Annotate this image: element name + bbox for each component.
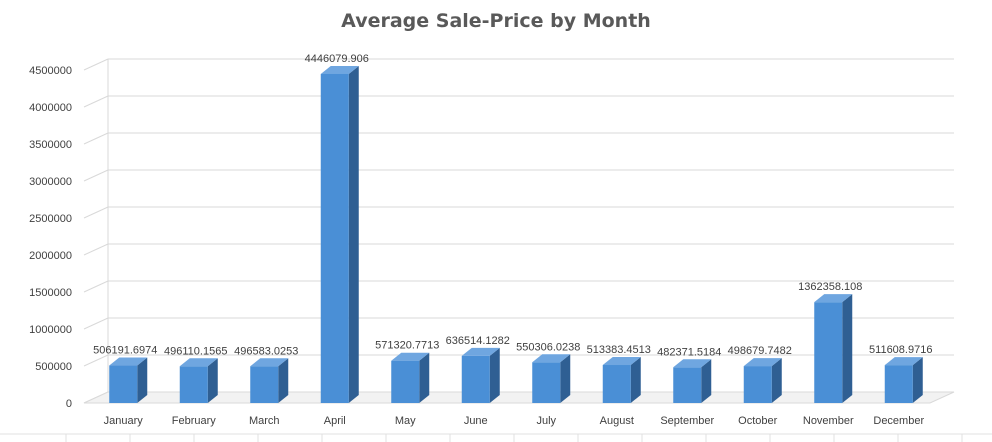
bar-top — [532, 354, 571, 363]
bar-top — [743, 358, 782, 367]
bar-front — [391, 360, 420, 403]
gridline-depth — [83, 354, 109, 367]
x-tick-label: March — [249, 415, 280, 427]
bar-front — [602, 365, 631, 403]
gridline-depth — [83, 95, 109, 108]
x-tick-label: April — [324, 415, 346, 427]
bar-side — [771, 358, 782, 403]
bar-top — [884, 357, 923, 366]
bar-top — [673, 359, 712, 368]
gridline-depth — [83, 243, 109, 256]
bar-front — [532, 362, 561, 403]
y-tick-label: 500000 — [35, 361, 72, 373]
bar-october — [743, 358, 782, 403]
bar-front — [461, 355, 490, 403]
bar-side — [630, 357, 641, 403]
bar-top — [109, 357, 148, 366]
x-tick-label: June — [464, 415, 488, 427]
y-tick-label: 1000000 — [29, 324, 72, 336]
x-tick-label: August — [600, 415, 634, 427]
bar-side — [842, 294, 853, 403]
bar-november — [814, 294, 853, 403]
bar-december — [884, 357, 923, 403]
bar-august — [602, 357, 641, 403]
x-tick-label: July — [536, 415, 556, 427]
bar-side — [278, 358, 289, 403]
data-label: 506191.6974 — [93, 345, 157, 357]
bar-side — [560, 354, 571, 403]
x-tick-label: January — [104, 415, 144, 427]
y-tick-label: 2500000 — [29, 213, 72, 225]
bar-june — [461, 347, 500, 403]
gridline-depth — [83, 58, 109, 71]
bar-side — [419, 352, 430, 403]
y-tick-label: 2000000 — [29, 250, 72, 262]
gridline-depth — [83, 317, 109, 330]
y-tick-label: 4000000 — [29, 102, 72, 114]
bar-front — [250, 366, 279, 403]
bar-side — [348, 65, 359, 404]
bar-front — [320, 73, 349, 404]
data-label: 550306.0238 — [516, 341, 580, 353]
data-label: 498679.7482 — [728, 345, 792, 357]
data-label: 496110.1565 — [164, 345, 227, 357]
x-tick-label: November — [803, 415, 854, 427]
bar-front — [179, 366, 208, 403]
data-label: 1362358.108 — [798, 281, 862, 293]
x-tick-label: December — [873, 415, 924, 427]
x-tick-label: May — [395, 415, 416, 427]
chart-title: Average Sale-Price by Month — [341, 10, 651, 32]
gridline-depth — [83, 206, 109, 219]
bar-side — [207, 358, 218, 403]
y-tick-label: 1500000 — [29, 287, 72, 299]
data-label: 571320.7713 — [375, 340, 439, 352]
y-tick-label: 3500000 — [29, 139, 72, 151]
gridline-depth — [83, 169, 109, 182]
gridline-depth — [83, 132, 109, 145]
bar-front — [884, 365, 913, 403]
bar-top — [814, 294, 853, 303]
bar-top — [320, 65, 359, 74]
bar-top — [461, 347, 500, 356]
gridline-depth — [83, 280, 109, 293]
bar-side — [137, 357, 148, 403]
bar-march — [250, 358, 289, 403]
bar-january — [109, 357, 148, 403]
y-tick-label: 4500000 — [29, 65, 72, 77]
data-label: 4446079.906 — [305, 53, 369, 65]
bar-front — [814, 302, 843, 403]
data-label: 636514.1282 — [446, 335, 510, 347]
bar-top — [179, 358, 218, 367]
bar-front — [109, 365, 138, 403]
data-label: 482371.5184 — [657, 346, 721, 358]
bar-front — [743, 366, 772, 403]
bar-february — [179, 358, 218, 403]
bar-july — [532, 354, 571, 403]
bar-side — [701, 359, 712, 403]
x-tick-label: September — [660, 415, 714, 427]
x-tick-label: October — [738, 415, 777, 427]
x-tick-label: February — [172, 415, 217, 427]
y-tick-label: 3000000 — [29, 176, 72, 188]
bar-september — [673, 359, 712, 403]
chart-floor — [83, 391, 955, 404]
bar-front — [673, 367, 702, 403]
y-tick-label: 0 — [66, 398, 72, 410]
bar-top — [602, 357, 641, 366]
bar-top — [391, 352, 430, 361]
data-label: 496583.0253 — [234, 345, 298, 357]
bar-side — [489, 347, 500, 403]
bar-side — [912, 357, 923, 403]
bar-april — [320, 65, 359, 404]
bar-top — [250, 358, 289, 367]
data-label: 511608.9716 — [869, 344, 932, 356]
data-label: 513383.4513 — [587, 344, 651, 356]
bar-may — [391, 352, 430, 403]
